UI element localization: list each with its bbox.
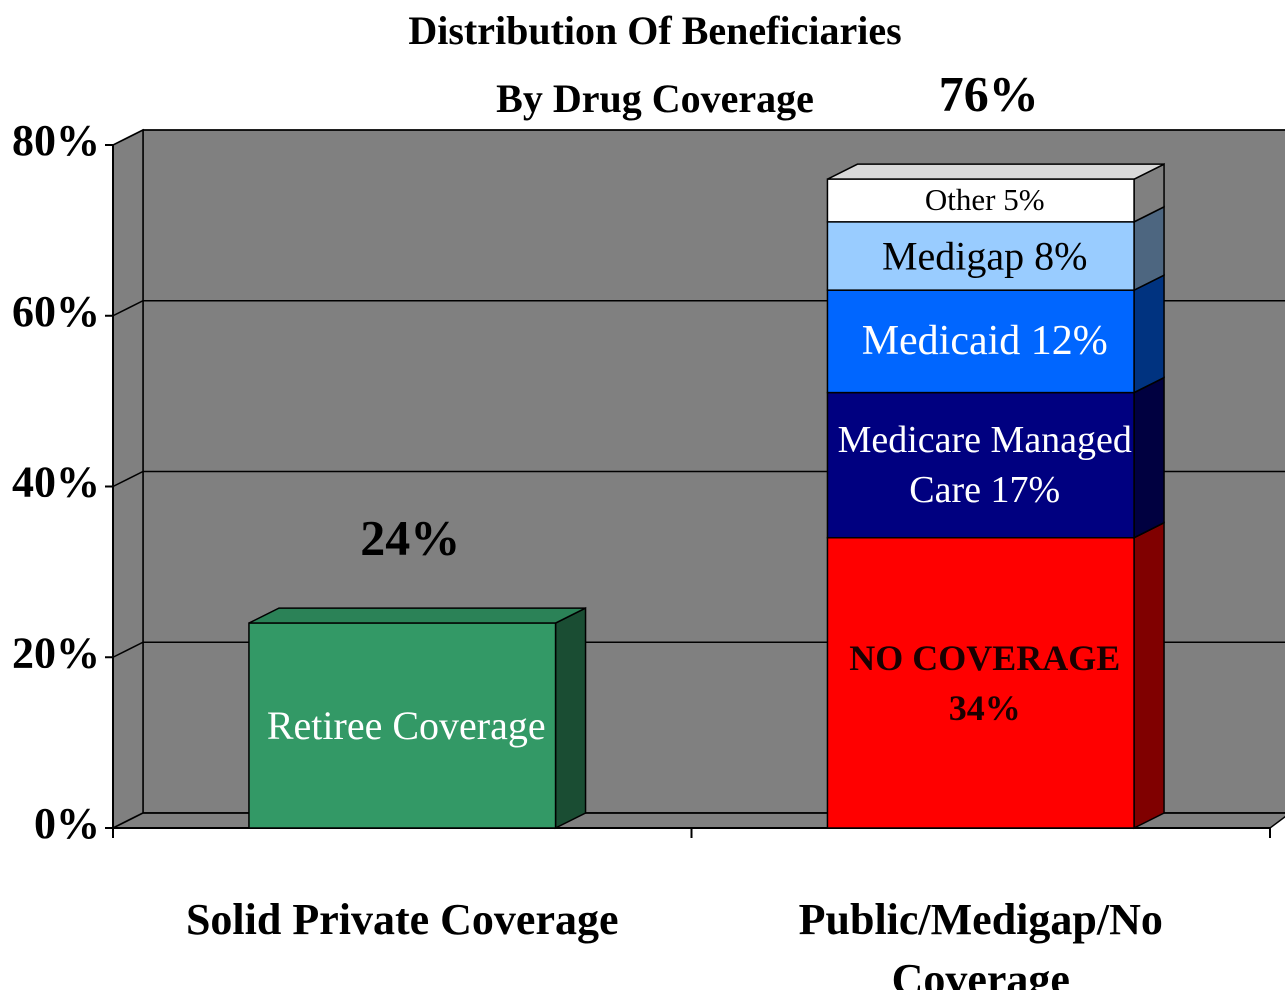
bar-front <box>826 221 1135 291</box>
total-label: 24% <box>360 510 460 566</box>
y-tick-label: 0% <box>34 799 100 848</box>
segment-value: 12% <box>1030 318 1108 365</box>
x-tick-label: Solid Private Coverage <box>185 895 619 944</box>
segment-label: Other 5% <box>821 182 1148 218</box>
segment-name: NO COVERAGE <box>849 637 1121 678</box>
segment-name: Medigap <box>881 233 1025 279</box>
chart-title: By Drug Coverage <box>496 76 814 121</box>
x-tick-label: Public/Medigap/No Coverage <box>798 895 1163 990</box>
bar-front <box>826 391 1135 539</box>
segment-label: Medicaid 12% <box>821 317 1148 365</box>
segment-value: 8% <box>1034 233 1088 279</box>
segment-label: Medigap 8% <box>821 232 1148 279</box>
segment-value: 17% <box>990 469 1061 512</box>
segment-value: 34% <box>948 687 1021 728</box>
bar-top <box>248 607 586 624</box>
bar-front <box>826 536 1135 829</box>
bar-front <box>826 178 1135 223</box>
bar-segment <box>826 162 1165 224</box>
total-label: 76% <box>939 66 1039 122</box>
segment-label: Retiree Coverage <box>243 698 570 754</box>
y-tick-label: 80% <box>12 116 100 165</box>
bar-front <box>826 289 1135 394</box>
grid-line <box>112 129 1285 146</box>
bar-front <box>248 622 557 829</box>
bar-top <box>827 163 1165 180</box>
y-tick-label: 20% <box>12 628 100 677</box>
segment-label: Medicare Managed Care 17% <box>821 415 1148 515</box>
chart-title: Distribution Of Beneficiaries <box>408 8 901 53</box>
bar-segment <box>826 376 1165 539</box>
segment-label: NO COVERAGE 34% <box>821 633 1148 733</box>
segment-name: Medicaid <box>861 318 1021 365</box>
segment-value: 5% <box>1003 182 1045 218</box>
segment-name: Other <box>924 182 996 218</box>
bar-segment <box>826 273 1165 394</box>
segment-name: Retiree Coverage <box>266 702 546 748</box>
segment-name: Medicare Managed Care <box>837 419 1132 512</box>
y-tick-label: 60% <box>12 287 100 336</box>
y-tick-label: 40% <box>12 458 100 507</box>
bar-segment <box>248 606 587 830</box>
